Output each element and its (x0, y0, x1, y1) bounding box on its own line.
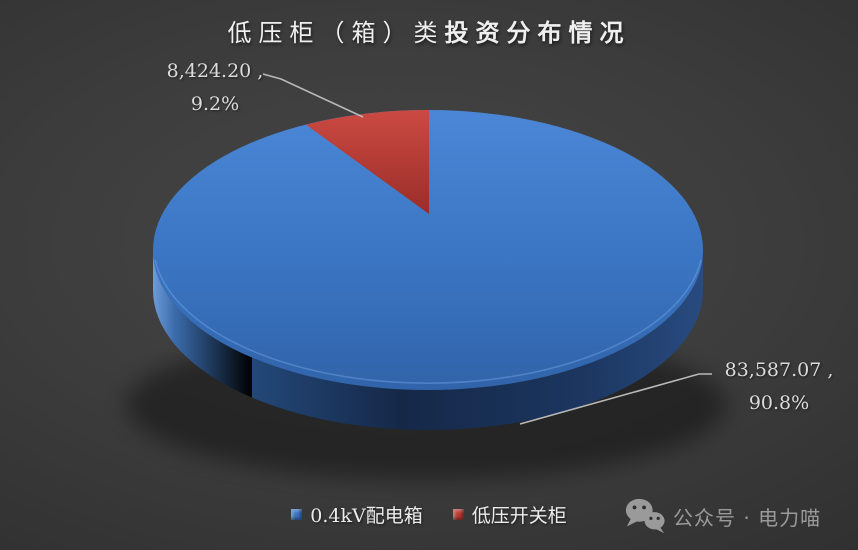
pie-rim-highlight (154, 259, 702, 384)
legend-label-blue: 0.4kV配电箱 (310, 505, 423, 527)
data-label-red-percent: 9.2% (190, 93, 240, 115)
data-label-blue-value: 83,587.07 , (724, 359, 834, 381)
legend-marker-red (452, 509, 464, 520)
legend-item-blue[interactable]: 0.4kV配电箱 (291, 501, 423, 528)
wechat-icon (625, 498, 665, 534)
watermark-text: 公众号 · 电力喵 (673, 505, 822, 530)
leader-line-blue (519, 373, 712, 425)
data-label-red-slice: 8,424.20 , 9.2% (128, 55, 302, 121)
chart-title-normal: 低压柜（箱）类 (227, 19, 445, 47)
data-label-blue-slice: 83,587.07 , 90.8% (695, 354, 858, 420)
data-label-red-value: 8,424.20 , (166, 60, 264, 82)
leader-line-red (262, 73, 364, 118)
chart-title-bold: 投资分布情况 (444, 18, 631, 47)
pie-slice-red[interactable] (305, 109, 429, 214)
legend-item-red[interactable]: 低压开关柜 (452, 501, 567, 528)
chart-title: 低压柜（箱）类投资分布情况 (0, 13, 858, 48)
data-label-blue-percent: 90.8% (748, 392, 810, 414)
legend: 0.4kV配电箱 低压开关柜 (0, 501, 858, 528)
pie-slice-blue[interactable] (153, 110, 703, 390)
watermark: 公众号 · 电力喵 (624, 497, 821, 535)
legend-marker-blue (291, 509, 303, 520)
pie-side (153, 250, 703, 430)
legend-label-red: 低压开关柜 (471, 505, 567, 527)
